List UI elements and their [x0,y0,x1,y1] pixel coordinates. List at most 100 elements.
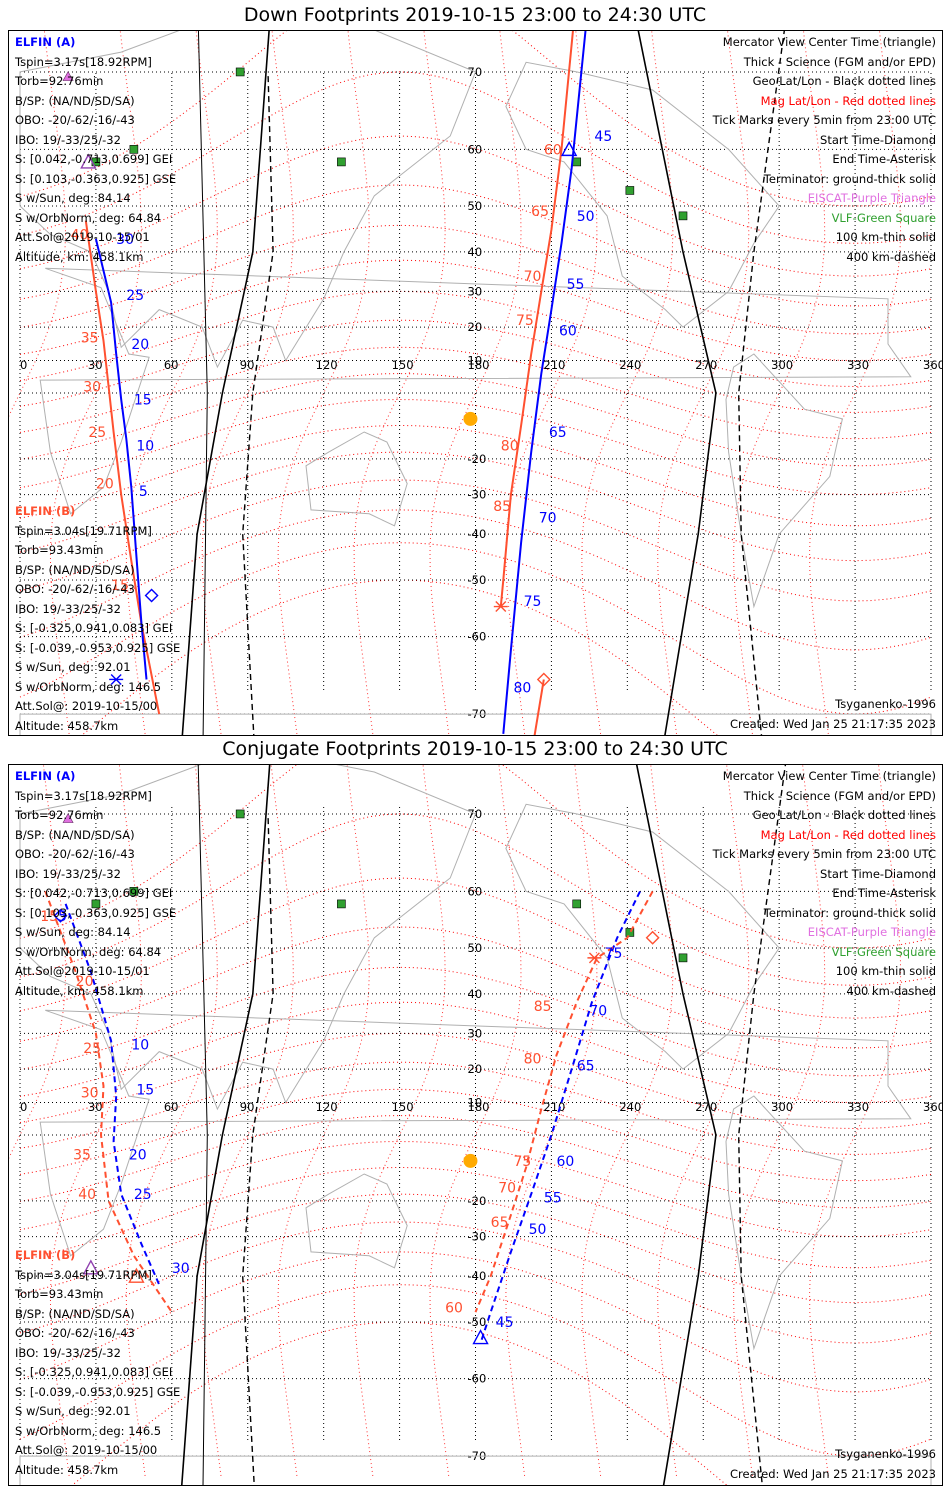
legend-entry: Thick - Science (FGM and/or EPD) [743,788,936,803]
vlf-station-marker [235,809,245,819]
tick-time-label: 30 [83,380,101,396]
lat-tick-label: 50 [468,941,483,955]
orbit-info-line: B/SP: (NA/ND/SD/SA) [15,93,135,108]
tick-time-label: 85 [534,999,552,1015]
tick-time-label: 15 [136,1082,154,1098]
tick-time-label: 5 [58,909,67,925]
mag-lat-line [19,1061,932,1155]
orbit-info-line: Torb=92.76min [15,74,104,88]
terminator-ground [637,31,717,735]
elfin-a-track [502,31,587,734]
orbit-info-line: S w/OrbNorm, deg: 64.84 [15,210,162,225]
vlf-station-marker [678,953,688,963]
orbit-info-line: Torb=93.43min [15,543,104,557]
mag-lat-line [19,1001,932,1104]
tick-time-label: 10 [136,438,154,454]
orbit-info-line: S: [-0.325,0.941,0.083] GEI [15,1365,173,1379]
continent-outline [305,1173,408,1269]
terminator-400km [241,71,274,735]
model-label: Tsyganenko-1996 [835,697,936,711]
elfin-a-track [479,890,641,1344]
orbit-info-line: IBO: 19/-33/25/-32 [15,1345,121,1360]
created-label: Created: Wed Jan 25 21:17:35 2023 [729,717,936,731]
tick-time-label: 70 [589,1003,607,1019]
orbit-info-line: S w/OrbNorm, deg: 146.5 [15,1423,162,1438]
tick-time-label: 25 [134,1187,152,1203]
center-time-triangle [128,1267,145,1283]
mag-lon-line [49,31,142,734]
orbit-info-line: OBO: -20/-62/-16/-43 [15,113,135,127]
lon-tick-label: 30 [88,1100,103,1114]
orbit-info-line: Att.Sol@2019-10-15/01 [15,230,150,244]
end-time-asterisk [493,601,508,613]
tick-time-label: 75 [516,313,534,329]
tick-time-label: 15 [134,392,152,408]
orbit-info-line: Tspin=3.04s[19.71RPM] [15,523,152,538]
lat-tick-label: 10 [468,354,483,368]
sun-icon [463,1153,478,1168]
tick-time-label: 30 [116,232,134,248]
continent-outline [505,61,780,328]
orbit-info-line: S: [0.042,-0.713,0.699] GEI [15,886,173,900]
tick-time-label: 60 [445,1300,463,1316]
lat-tick-label: 60 [468,142,483,156]
terminator-ground [635,765,717,1485]
lat-tick-label: 40 [468,987,483,1001]
tick-time-label: 65 [491,1215,509,1231]
continent-outline [725,353,843,609]
elfin-a-track [64,903,161,1286]
start-time-diamond [53,908,68,923]
lon-tick-label: 330 [847,1100,869,1114]
conjugate-panel-title: Conjugate Footprints 2019-10-15 23:00 to… [222,738,728,760]
center-time-triangle [560,140,578,157]
lon-tick-label: 300 [771,1100,793,1114]
tick-time-label: 25 [126,288,144,304]
orbit-info-line: IBO: 19/-33/25/-32 [15,866,121,881]
lat-tick-label: 20 [468,1062,483,1076]
legend-entry: 400 km-dashed [846,983,936,998]
orbit-info-line: S w/OrbNorm, deg: 64.84 [15,944,162,959]
tick-time-label: 15 [40,909,58,925]
tick-time-label: 55 [567,277,585,293]
vlf-station-marker [129,145,139,154]
lon-tick-label: 90 [240,358,255,372]
orbit-info-line: S: [-0.039,-0.953,0.925] GSE [15,640,181,655]
lat-tick-label: -30 [468,1230,487,1244]
lat-tick-label: -20 [468,452,487,466]
lat-tick-label: 30 [468,284,483,298]
sun-icon [463,411,478,426]
legend-entry: Tick Marks every 5min from 23:00 UTC [712,847,936,861]
legend-entry: Geo Lat/Lon - Black dotted lines [752,74,936,88]
terminator-100km [197,31,208,735]
terminator-400km [737,31,785,735]
tick-time-label: 80 [501,438,519,454]
elfin-b-track [474,890,654,1313]
tick-time-label: 70 [498,1180,516,1196]
mag-lon-line [49,765,142,1476]
tick-time-label: 80 [513,681,531,697]
vlf-station-marker [678,211,688,221]
legend-entry: 100 km-thin solid [835,230,936,244]
lat-tick-label: 50 [468,199,483,213]
mag-lon-line [277,31,370,734]
mag-lon-line [505,765,598,1476]
vlf-station-marker [572,157,582,167]
tick-time-label: 5 [139,484,148,500]
lat-tick-label: -40 [468,527,487,541]
orbit-info-line: S: [-0.039,-0.953,0.925] GSE [15,1384,181,1399]
orbit-info-line: B/SP: (NA/ND/SD/SA) [15,562,135,577]
continent-outline [19,713,932,735]
legend-entry: Mag Lat/Lon - Red dotted lines [760,93,936,108]
lat-tick-label: -60 [468,630,487,644]
eiscat-marker [62,70,74,81]
vlf-station-marker [235,67,245,77]
tick-time-label: 50 [577,209,595,225]
legend-entry: VLF-Green Square [831,210,936,225]
legend-entry: 100 km-thin solid [835,964,936,978]
lat-tick-label: 10 [468,1096,483,1110]
terminator-100km [197,765,208,1485]
mag-lon-line [657,31,750,734]
legend-entry: End Time-Asterisk [832,152,936,166]
conjugate-footprints-map: 0 30 60 90 120 150 180 210 240 270 300 330 360 70 60 50… [8,764,943,1486]
mag-lat-line [19,424,932,527]
